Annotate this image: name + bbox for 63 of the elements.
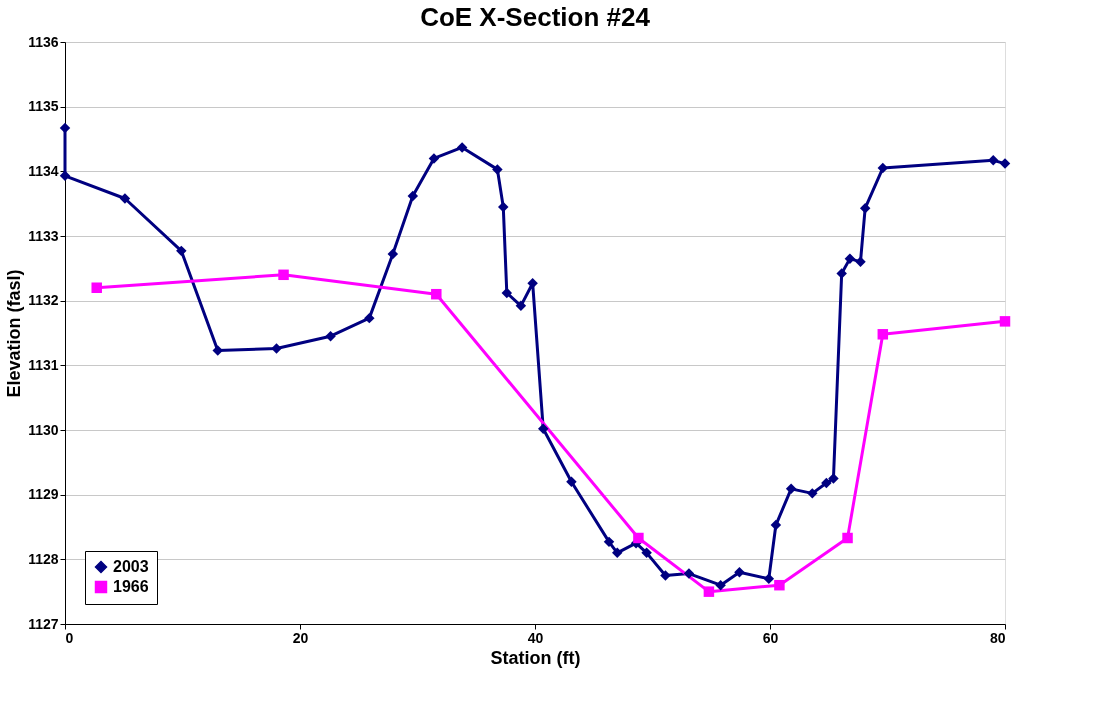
y-tick-label: 1134 [28, 162, 59, 179]
x-tick-label: 40 [527, 629, 544, 646]
point [660, 570, 671, 581]
y-tick-label: 1131 [28, 356, 59, 373]
point [407, 190, 419, 202]
y-axis-title: Elevation (fasl) [4, 269, 25, 398]
point [763, 573, 775, 584]
x-tick-label: 60 [762, 629, 779, 646]
y-tick-label: 1130 [28, 421, 59, 438]
y-tick-label: 1129 [28, 486, 59, 503]
point [633, 532, 644, 544]
point [566, 476, 577, 487]
y-tick-label: 1135 [28, 98, 59, 115]
y-tick-label: 1127 [28, 615, 59, 632]
y-tick-label: 1136 [28, 33, 59, 50]
legend-label: 1966 [113, 578, 149, 595]
point [603, 536, 615, 548]
point [119, 193, 131, 204]
point [703, 586, 715, 597]
point [859, 202, 871, 214]
point [734, 567, 745, 578]
point [431, 288, 442, 300]
point [91, 282, 102, 293]
y-tick-label: 1128 [28, 550, 59, 567]
x-tick-label: 0 [65, 629, 74, 646]
point [821, 477, 832, 489]
point [456, 142, 468, 153]
point [515, 300, 527, 312]
point [537, 423, 549, 434]
point [855, 256, 866, 268]
x-tick-label: 20 [292, 629, 309, 646]
point [612, 547, 623, 559]
point [59, 170, 71, 182]
point [428, 153, 440, 164]
point [770, 519, 782, 531]
x-tick-label: 80 [989, 629, 1006, 646]
point [999, 316, 1011, 327]
legend-label: 2003 [113, 558, 149, 575]
point [828, 473, 839, 484]
point [387, 248, 399, 260]
point [842, 532, 853, 544]
point [176, 245, 187, 257]
point [278, 269, 289, 281]
point [999, 158, 1011, 169]
point [836, 268, 847, 279]
point [271, 343, 282, 354]
point [641, 547, 652, 559]
point [364, 312, 375, 324]
point [844, 253, 856, 264]
point [988, 155, 999, 166]
point [683, 568, 695, 579]
point [325, 330, 336, 342]
point [212, 345, 223, 356]
point [877, 329, 889, 340]
y-tick-label: 1132 [28, 292, 59, 309]
chart-title: CoE X-Section #24 [420, 2, 651, 32]
point [807, 488, 818, 499]
point [492, 164, 503, 175]
point [785, 483, 797, 495]
x-axis-title: Station (ft) [490, 647, 581, 668]
point [715, 579, 726, 591]
point [774, 579, 785, 591]
y-tick-label: 1133 [28, 227, 59, 244]
